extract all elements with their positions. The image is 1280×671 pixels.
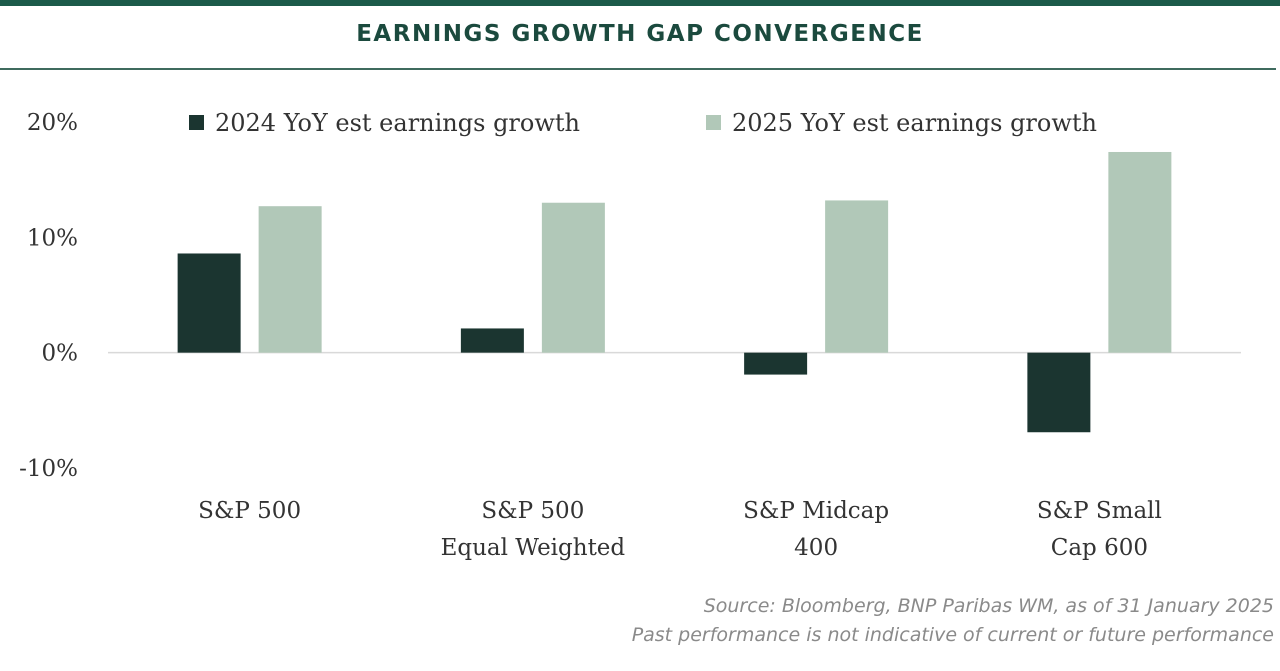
- y-tick-label: 0%: [42, 341, 79, 367]
- chart-title: EARNINGS GROWTH GAP CONVERGENCE: [356, 21, 924, 47]
- bar-2024: [177, 253, 241, 353]
- source-line: Source: Bloomberg, BNP Paribas WM, as of…: [703, 595, 1274, 617]
- x-tick-label: S&P Midcap: [743, 498, 889, 524]
- x-tick-label: Equal Weighted: [441, 535, 626, 561]
- x-tick-label: S&P 500: [198, 498, 301, 524]
- top-accent-rule: [0, 0, 1280, 6]
- y-tick-label: -10%: [19, 456, 78, 482]
- bar-2024: [1027, 352, 1091, 433]
- bar-2024: [744, 352, 808, 375]
- disclaimer-line: Past performance is not indicative of cu…: [631, 624, 1274, 646]
- x-tick-label: S&P 500: [481, 498, 584, 524]
- legend-label: 2025 YoY est earnings growth: [732, 109, 1097, 137]
- y-tick-label: 10%: [27, 225, 78, 251]
- legend-swatch: [189, 115, 204, 130]
- y-tick-label: 20%: [27, 110, 78, 136]
- legend-label: 2024 YoY est earnings growth: [215, 109, 580, 137]
- x-tick-label: 400: [794, 535, 838, 561]
- bar-2025: [825, 200, 889, 353]
- x-tick-label: S&P Small: [1037, 498, 1162, 524]
- x-tick-label: Cap 600: [1051, 535, 1148, 561]
- bar-2025: [1108, 151, 1172, 353]
- bar-2025: [541, 202, 605, 353]
- title-divider: [0, 68, 1276, 70]
- source-note: Source: Bloomberg, BNP Paribas WM, as of…: [632, 592, 1274, 650]
- bar-2024: [460, 328, 524, 353]
- legend-swatch: [706, 115, 721, 130]
- bar-2025: [258, 206, 322, 353]
